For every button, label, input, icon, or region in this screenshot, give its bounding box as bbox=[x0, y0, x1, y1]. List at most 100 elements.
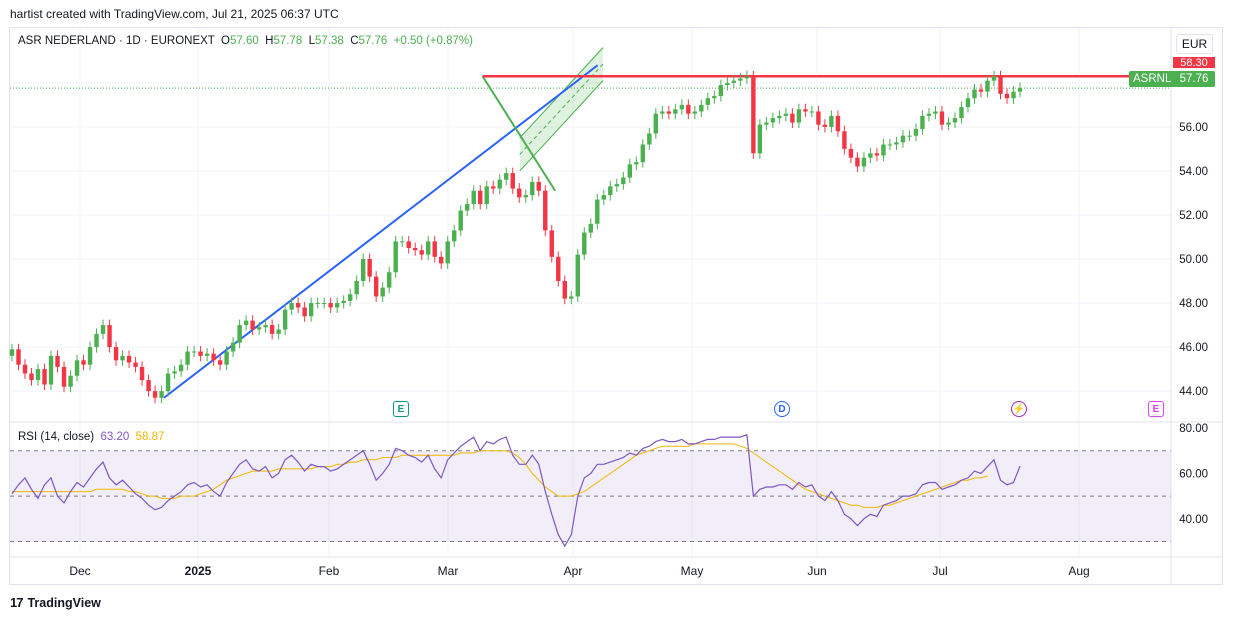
candle-body bbox=[972, 89, 977, 99]
time-tick-label: Feb bbox=[319, 564, 340, 578]
candle-body bbox=[393, 241, 398, 273]
candle-body bbox=[308, 303, 314, 317]
candle-body bbox=[666, 111, 672, 114]
candle-body bbox=[146, 380, 151, 392]
low-value: 57.38 bbox=[315, 35, 344, 47]
symbol-price-tag: ASRNL bbox=[1129, 71, 1176, 87]
candle-body bbox=[302, 307, 307, 317]
candle-body bbox=[549, 230, 554, 257]
candle-body bbox=[543, 190, 548, 231]
candle-body bbox=[530, 181, 535, 196]
candle-body bbox=[985, 80, 990, 92]
candle-body bbox=[354, 281, 359, 295]
candle-body bbox=[230, 342, 236, 352]
candle-body bbox=[165, 373, 171, 392]
candle-body bbox=[347, 294, 353, 301]
candle-body bbox=[575, 254, 580, 297]
candle-body bbox=[848, 148, 854, 158]
candle-body bbox=[991, 76, 997, 81]
candle-body bbox=[692, 111, 698, 114]
candle-body bbox=[55, 355, 60, 367]
candle-body bbox=[276, 329, 281, 334]
symbol-name[interactable]: ASR NEDERLAND · 1D · EURONEXT bbox=[18, 35, 215, 47]
rsi-tick-label: 60.00 bbox=[1179, 468, 1208, 480]
high-label: H bbox=[265, 35, 274, 47]
open-label: O bbox=[221, 35, 230, 47]
candle-body bbox=[42, 369, 47, 385]
candle-body bbox=[679, 104, 685, 110]
candle-body bbox=[380, 287, 385, 297]
close-value: 57.76 bbox=[358, 35, 388, 47]
candle-body bbox=[757, 124, 763, 154]
candle-body bbox=[139, 366, 145, 381]
candle-body bbox=[497, 179, 502, 189]
candle-body bbox=[413, 247, 418, 251]
candle-body bbox=[816, 111, 821, 125]
candle-body bbox=[426, 241, 431, 255]
earnings-event-icon[interactable]: E bbox=[393, 401, 409, 417]
candle-body bbox=[556, 256, 561, 282]
candle-body bbox=[172, 371, 177, 374]
candle-body bbox=[595, 199, 600, 224]
candle-body bbox=[887, 144, 893, 146]
candle-body bbox=[751, 76, 756, 154]
high-value: 57.78 bbox=[273, 35, 303, 47]
candle-body bbox=[510, 173, 515, 189]
candle-body bbox=[445, 241, 450, 264]
candle-body bbox=[829, 115, 834, 127]
candle-body bbox=[614, 184, 619, 187]
candle-body bbox=[809, 111, 815, 113]
price-tick-label: 46.00 bbox=[1179, 342, 1208, 354]
rsi-line bbox=[11, 433, 1021, 548]
candle-body bbox=[237, 325, 242, 343]
candle-body bbox=[367, 259, 372, 277]
candle-body bbox=[952, 118, 958, 123]
candle-body bbox=[1004, 93, 1010, 99]
candle-body bbox=[653, 113, 659, 134]
symbol-legend[interactable]: ASR NEDERLAND · 1D · EURONEXT O57.60 H57… bbox=[18, 35, 473, 47]
candle-body bbox=[250, 320, 255, 330]
dividend-event-icon[interactable]: D bbox=[774, 401, 790, 417]
time-tick-label: Jun bbox=[807, 564, 826, 578]
candle-body bbox=[913, 129, 919, 136]
time-tick-label: Apr bbox=[564, 564, 583, 578]
candle-body bbox=[621, 177, 626, 185]
time-tick-label: Jul bbox=[932, 564, 947, 578]
candle-body bbox=[432, 241, 437, 257]
candle-body bbox=[582, 232, 587, 255]
time-tick-label: Dec bbox=[69, 564, 90, 578]
candle-body bbox=[282, 309, 288, 330]
candle-body bbox=[263, 325, 268, 328]
candle-body bbox=[35, 369, 41, 381]
tradingview-brand: TradingView bbox=[27, 595, 101, 610]
rsi-name[interactable]: RSI (14, close) bbox=[18, 431, 95, 443]
currency-button[interactable]: EUR bbox=[1176, 34, 1213, 54]
candle-body bbox=[601, 195, 606, 200]
tradingview-footer[interactable]: 17 TradingView bbox=[10, 595, 101, 610]
time-tick-label: 2025 bbox=[185, 564, 212, 578]
candle-body bbox=[770, 118, 776, 123]
candle-body bbox=[16, 349, 21, 365]
split-event-icon[interactable]: ⚡ bbox=[1011, 401, 1027, 417]
candle-body bbox=[517, 188, 522, 198]
candle-body bbox=[328, 303, 333, 308]
candle-body bbox=[439, 256, 444, 264]
candle-body bbox=[705, 98, 711, 105]
candle-body bbox=[373, 276, 379, 297]
candle-body bbox=[61, 366, 67, 387]
candle-body bbox=[731, 80, 737, 83]
candle-body bbox=[673, 109, 678, 114]
candle-body bbox=[946, 122, 951, 125]
candle-body bbox=[647, 133, 652, 145]
candle-body bbox=[686, 104, 691, 114]
candle-body bbox=[68, 375, 73, 387]
candle-body bbox=[588, 223, 593, 233]
candle-body bbox=[315, 303, 320, 305]
candle-body bbox=[406, 241, 411, 248]
rsi-legend[interactable]: RSI (14, close) 63.20 58.87 bbox=[18, 431, 164, 443]
open-value: 57.60 bbox=[229, 35, 259, 47]
candle-body bbox=[48, 355, 54, 385]
upcoming-earnings-event-icon[interactable]: E bbox=[1148, 401, 1164, 417]
price-tick-label: 44.00 bbox=[1179, 386, 1208, 398]
